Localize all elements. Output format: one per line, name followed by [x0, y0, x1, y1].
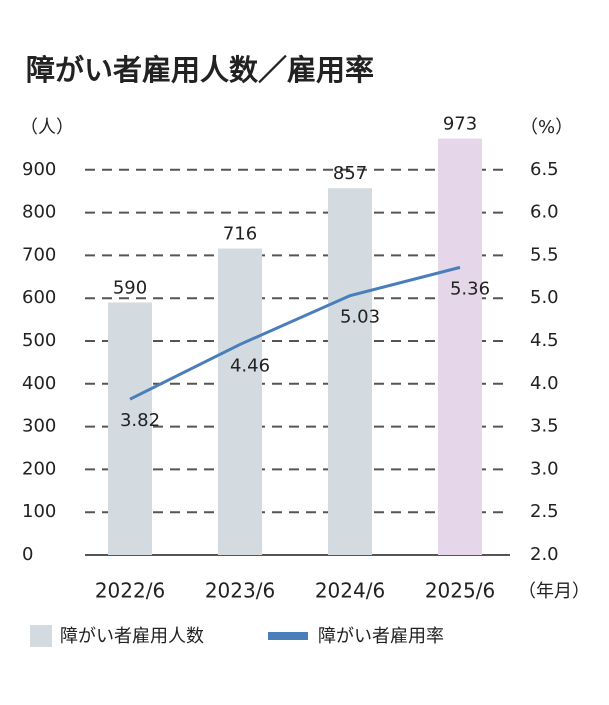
bar — [108, 302, 152, 555]
bar-value-label: 973 — [443, 114, 477, 135]
x-unit: （年月） — [518, 581, 590, 602]
x-tick-label: 2022/6 — [95, 579, 165, 603]
y-tick-label: 500 — [22, 330, 56, 351]
bar — [218, 248, 262, 555]
y2-unit: （%） — [520, 117, 573, 138]
x-tick-label: 2025/6 — [425, 579, 495, 603]
y-tick-label: 200 — [22, 458, 56, 479]
y-tick-label: 0 — [22, 544, 33, 565]
y2-tick-label: 3.0 — [530, 458, 559, 479]
y2-tick-label: 2.0 — [530, 544, 559, 565]
y2-tick-label: 6.0 — [530, 202, 559, 223]
bar — [438, 138, 482, 555]
y2-tick-label: 5.5 — [530, 244, 559, 265]
rate-line — [129, 265, 461, 401]
x-tick-label: 2023/6 — [205, 579, 275, 603]
line-value-label: 5.36 — [450, 278, 490, 299]
y-unit: （人） — [20, 117, 74, 138]
line-value-label: 4.46 — [230, 355, 270, 376]
y2-tick-label: 2.5 — [530, 501, 559, 522]
y-tick-label: 800 — [22, 202, 56, 223]
legend-swatch — [268, 632, 308, 640]
y-tick-label: 900 — [22, 159, 56, 180]
y2-tick-label: 4.0 — [530, 373, 559, 394]
line-value-label: 3.82 — [120, 410, 160, 431]
line-value-label: 5.03 — [340, 307, 380, 328]
legend-swatch — [30, 625, 52, 647]
chart-title: 障がい者雇用人数／雇用率 — [26, 53, 374, 87]
legend-label: 障がい者雇用人数 — [60, 626, 204, 647]
bar-value-label: 590 — [113, 277, 147, 298]
y2-tick-label: 4.5 — [530, 330, 559, 351]
bar — [328, 188, 372, 556]
y-tick-label: 300 — [22, 416, 56, 437]
y2-tick-label: 5.0 — [530, 287, 559, 308]
y-tick-label: 100 — [22, 501, 56, 522]
bar-value-label: 857 — [333, 163, 367, 184]
legend-label: 障がい者雇用率 — [318, 626, 444, 647]
y-tick-label: 400 — [22, 373, 56, 394]
x-tick-label: 2024/6 — [315, 579, 385, 603]
y2-tick-label: 6.5 — [530, 159, 559, 180]
y-tick-label: 600 — [22, 287, 56, 308]
y2-tick-label: 3.5 — [530, 416, 559, 437]
y-tick-label: 700 — [22, 244, 56, 265]
bar-value-label: 716 — [223, 224, 257, 245]
